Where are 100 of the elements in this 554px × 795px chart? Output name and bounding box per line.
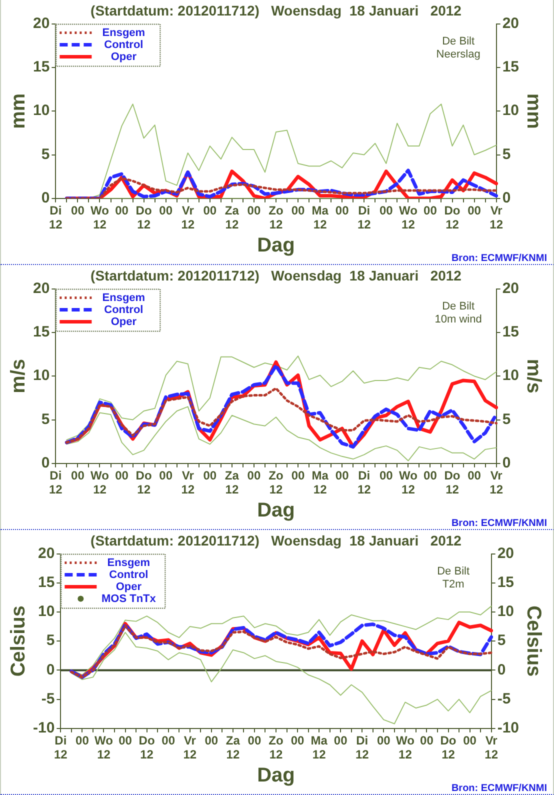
x-tick-label: 00	[335, 468, 350, 483]
x-tick-label: 00	[115, 204, 129, 218]
legend-label: Oper	[110, 50, 138, 63]
y2-tick-label: 0	[502, 454, 511, 472]
x-tick-label: Za 12	[224, 468, 240, 496]
y-axis-title: m/s	[8, 358, 30, 394]
text: Bron: ECMWF/KNMI	[451, 518, 548, 529]
legend-label: Control	[104, 38, 144, 51]
annotation: De Bilt	[442, 35, 475, 48]
x-tick-label: 00	[468, 468, 482, 483]
legend-label: Oper	[110, 316, 138, 328]
x-tick-label: Do 12	[136, 204, 152, 232]
x-tick-label: Di 12	[54, 734, 68, 762]
x-tick-label: 00	[71, 204, 85, 218]
y2-tick-label: 15	[497, 574, 514, 592]
x-tick-label: 00	[159, 468, 173, 483]
x-tick-label: 00	[247, 204, 261, 218]
y-tick-label: 20	[32, 280, 50, 297]
y2-axis-title: mm	[522, 93, 544, 129]
y-tick-label: 10	[32, 367, 50, 384]
legend-label: MOS TnTx	[101, 592, 157, 605]
annotation: Neerslag	[436, 48, 480, 60]
x-tick-label: 00	[468, 204, 482, 218]
x-tick-label: 00	[335, 204, 350, 218]
y2-axis-title: m/s	[522, 358, 544, 394]
chart-title: (Startdatum: 2012011712) Woensdag 18 Januari 2012	[90, 532, 462, 548]
x-tick-label: 00	[379, 204, 394, 218]
y-tick-label: 10	[38, 603, 55, 620]
x-tick-label: Di 12	[49, 204, 63, 232]
y2-tick-label: 5	[502, 146, 511, 163]
x-tick-label: 00	[379, 468, 394, 483]
x-tick-label: Vr 12	[490, 204, 504, 232]
x-tick-label: Zo 12	[268, 734, 284, 762]
y2-tick-label: 5	[502, 410, 511, 428]
y2-tick-label: 20	[502, 14, 520, 32]
legend-label: Control	[109, 568, 148, 581]
x-tick-label: Za 12	[224, 204, 240, 232]
x-tick-label: 00	[76, 734, 90, 748]
x-tick-label: 00	[424, 204, 438, 218]
y-tick-label: 15	[32, 58, 50, 76]
legend-label: Oper	[116, 580, 142, 593]
x-axis-title: Dag	[257, 764, 295, 787]
x-tick-label: Wo 12	[90, 468, 109, 496]
annotation: De Bilt	[437, 565, 470, 578]
x-tick-label: Ma 12	[312, 204, 329, 232]
x-tick-label: 00	[290, 734, 305, 748]
y-tick-label: 0	[41, 190, 50, 207]
x-tick-label: Di 12	[355, 734, 370, 762]
annotation: T2m	[442, 578, 464, 590]
x-tick-label: Zo 12	[268, 468, 284, 496]
x-tick-label: Vr 12	[181, 468, 195, 496]
y-tick-label: 5	[46, 632, 55, 650]
y2-tick-label: 10	[497, 603, 514, 620]
x-tick-label: 00	[118, 734, 132, 748]
x-tick-label: 00	[162, 734, 176, 748]
x-tick-label: Wo 12	[398, 468, 418, 496]
x-tick-label: Vr 12	[181, 204, 195, 232]
y-tick-label: 0	[41, 454, 50, 472]
annotation: De Bilt	[442, 300, 475, 312]
y2-tick-label: 15	[502, 58, 520, 76]
x-tick-label: 00	[248, 734, 262, 748]
x-tick-label: Vr 12	[183, 734, 197, 762]
x-tick-label: 00	[203, 468, 217, 483]
x-tick-label: Wo 12	[396, 734, 414, 762]
y2-tick-label: 15	[502, 324, 520, 341]
y-tick-label: 10	[32, 102, 50, 120]
annotation: 10m wind	[434, 313, 482, 326]
x-tick-label: Vr 12	[484, 734, 498, 762]
x-tick-label: 00	[159, 204, 173, 218]
x-tick-label: Di 12	[49, 468, 63, 496]
y2-tick-label: 0	[502, 190, 511, 207]
x-tick-label: Do 12	[444, 204, 460, 232]
y-axis-title: mm	[8, 93, 30, 129]
y-tick-label: 20	[32, 14, 50, 32]
text: Bron: ECMWF/KNMI	[451, 782, 548, 794]
x-tick-label: 00	[204, 734, 218, 748]
x-tick-label: 00	[203, 204, 217, 218]
x-tick-label: Do 12	[136, 468, 152, 496]
x-tick-label: Do 12	[138, 734, 155, 762]
y-tick-label: -5	[41, 690, 55, 708]
x-tick-label: Ma 12	[310, 734, 328, 762]
x-tick-label: 00	[424, 468, 438, 483]
y2-tick-label: -5	[497, 690, 511, 708]
x-tick-label: Za 12	[226, 734, 240, 762]
x-axis-title: Dag	[257, 234, 295, 257]
y-tick-label: 5	[41, 410, 50, 428]
y2-tick-label: -10	[497, 720, 520, 737]
legend-label: Control	[104, 304, 144, 316]
x-tick-label: Wo 12	[94, 734, 113, 762]
y2-tick-label: 10	[502, 367, 520, 384]
x-tick-label: Do 12	[440, 734, 456, 762]
chart-title: (Startdatum: 2012011712) Woensdag 18 Januari 2012	[90, 267, 462, 284]
y-tick-label: 20	[38, 544, 55, 562]
x-tick-label: Do 12	[444, 468, 460, 496]
x-axis-title: Dag	[257, 500, 295, 522]
x-tick-label: 00	[247, 468, 261, 483]
x-tick-label: Di 12	[357, 204, 372, 232]
x-tick-label: 00	[463, 734, 477, 748]
chart-title: (Startdatum: 2012011712) Woensdag 18 Januari 2012	[90, 2, 462, 18]
x-tick-label: Wo 12	[90, 204, 109, 232]
